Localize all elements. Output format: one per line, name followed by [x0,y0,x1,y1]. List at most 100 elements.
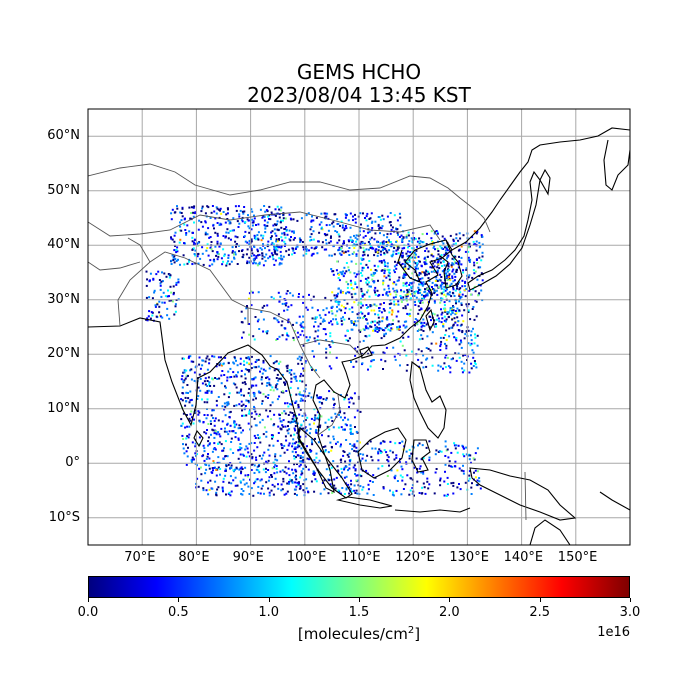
data-pixel [218,364,221,367]
data-pixel [472,356,475,359]
data-pixel [401,238,404,241]
data-pixel [476,262,479,264]
data-pixel [458,232,461,235]
data-pixel [286,290,289,292]
data-pixel [227,219,230,222]
data-pixel [388,268,391,271]
data-pixel [425,293,428,296]
data-pixel [367,241,370,243]
data-pixel [257,318,260,321]
data-pixel [305,336,308,339]
data-pixel [342,291,344,294]
data-pixel [210,392,213,394]
data-pixel [286,334,289,337]
data-pixel [277,432,280,434]
data-pixel [273,317,276,320]
data-pixel [454,261,457,264]
data-pixel [267,394,270,396]
data-pixel [204,383,207,386]
data-pixel [389,221,392,223]
data-pixel [323,233,326,235]
data-pixel [299,379,301,382]
data-pixel [373,328,376,331]
data-pixel [267,448,270,451]
data-pixel [251,456,254,459]
data-pixel [415,264,418,267]
lon-tick-label: 100°E [286,550,327,565]
data-pixel [365,469,368,472]
data-pixel [270,474,273,476]
data-pixel [405,236,408,239]
data-pixel [258,261,261,264]
data-pixel [359,474,362,477]
data-pixel [348,401,351,404]
data-pixel [276,373,279,376]
data-pixel [245,399,248,402]
data-pixel [263,215,266,218]
data-pixel [399,458,402,461]
data-pixel [479,284,482,287]
data-pixel [395,267,398,270]
data-pixel [298,440,301,443]
data-pixel [199,257,202,260]
data-pixel [281,412,284,415]
data-pixel [311,443,314,446]
data-pixel [309,451,312,453]
data-pixel [220,212,223,215]
coastlines [88,127,630,545]
data-pixel [340,467,343,470]
data-pixel [208,264,211,267]
data-pixel [355,430,358,433]
data-pixel [225,213,228,216]
data-pixel [358,230,361,233]
data-pixel [472,240,475,243]
data-pixel [190,410,193,413]
data-pixel [474,476,477,479]
lat-tick-label: 40°N [47,237,80,253]
data-pixel [232,382,235,385]
data-pixel [401,262,404,265]
data-pixel [333,294,336,297]
data-pixel [376,251,379,254]
data-pixel [207,376,210,379]
data-pixel [234,383,237,386]
data-pixel [275,339,278,341]
colorbar-tick-label: 3.0 [619,605,641,620]
data-pixel [374,293,377,296]
data-pixel [360,302,363,305]
data-pixel [244,448,247,451]
data-pixel [395,283,398,286]
data-pixel [257,437,260,440]
data-pixel [353,272,356,275]
data-pixel [330,306,333,309]
data-pixel [285,226,288,229]
data-pixel [367,231,370,234]
data-pixel [297,336,300,339]
data-pixel [214,377,217,379]
data-pixel [227,231,230,234]
data-pixel [420,458,423,461]
data-pixel [221,364,223,367]
data-pixel [166,314,169,317]
data-pixel [237,427,240,430]
data-pixel [189,369,192,372]
data-pixel [439,345,442,348]
data-pixel [192,211,195,214]
data-pixel [344,216,347,219]
data-pixel [445,272,448,275]
data-pixel [292,238,295,241]
data-pixel [274,386,277,389]
data-pixel [183,371,186,374]
data-pixel [310,480,313,483]
data-pixel [325,242,328,245]
data-pixel [240,310,243,313]
data-pixel [385,332,387,335]
data-pixel [461,293,464,296]
data-pixel [463,362,466,365]
data-pixel [193,205,196,208]
data-pixel [380,246,383,249]
data-pixel [313,317,316,320]
data-pixel [365,304,368,306]
data-pixel [273,228,276,231]
data-pixel [273,248,276,251]
